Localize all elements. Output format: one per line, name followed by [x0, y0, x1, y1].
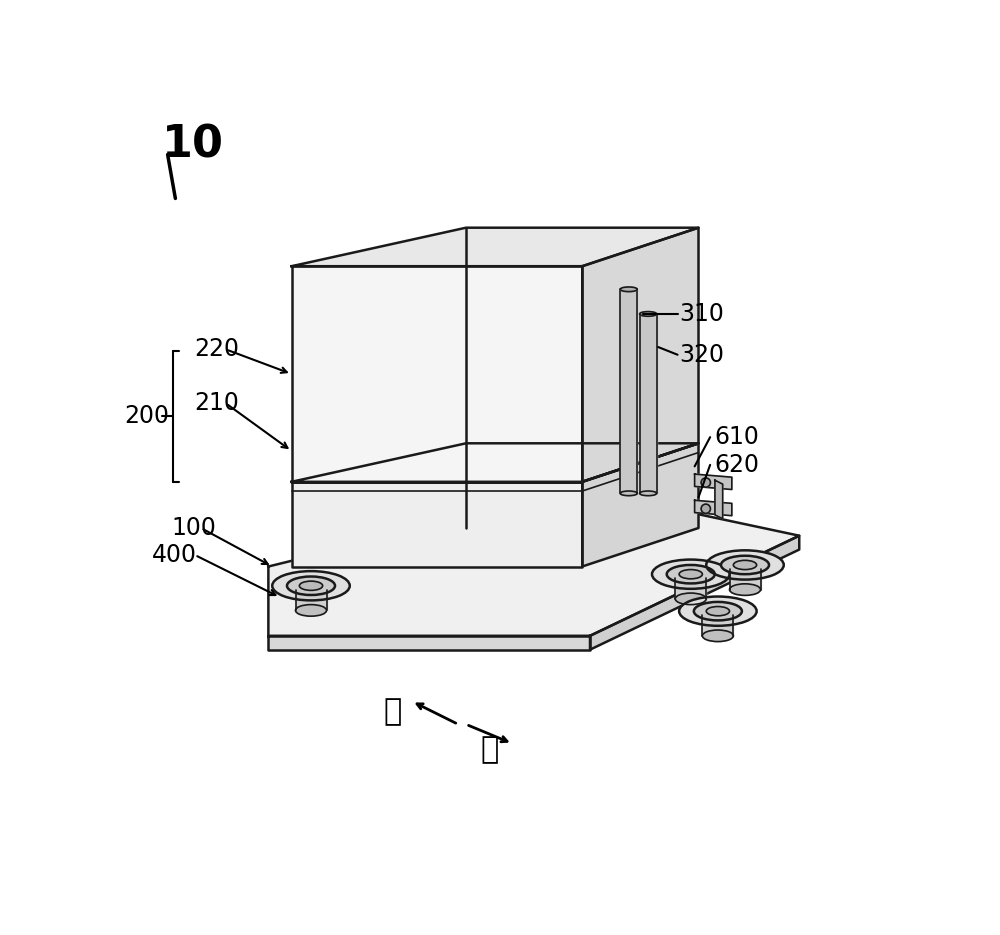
- Polygon shape: [695, 474, 732, 490]
- Ellipse shape: [706, 607, 730, 616]
- Ellipse shape: [272, 571, 350, 600]
- Polygon shape: [582, 228, 698, 482]
- Ellipse shape: [640, 311, 657, 316]
- Circle shape: [701, 478, 710, 487]
- Polygon shape: [695, 500, 732, 516]
- Polygon shape: [292, 482, 582, 567]
- Text: 100: 100: [172, 516, 216, 540]
- Polygon shape: [292, 228, 698, 266]
- Text: 610: 610: [714, 425, 759, 449]
- Ellipse shape: [730, 583, 761, 596]
- Text: 200: 200: [124, 404, 169, 428]
- Polygon shape: [715, 481, 723, 519]
- Polygon shape: [582, 443, 698, 567]
- Ellipse shape: [679, 597, 757, 626]
- Text: 210: 210: [195, 391, 240, 415]
- Ellipse shape: [287, 577, 335, 595]
- Polygon shape: [268, 636, 590, 650]
- Circle shape: [701, 504, 710, 513]
- Text: 220: 220: [195, 338, 240, 361]
- Ellipse shape: [679, 569, 702, 579]
- Ellipse shape: [667, 565, 715, 583]
- Polygon shape: [640, 314, 657, 494]
- Ellipse shape: [733, 560, 757, 569]
- Ellipse shape: [652, 559, 730, 589]
- Polygon shape: [590, 536, 799, 650]
- Text: 后: 后: [383, 697, 402, 726]
- Ellipse shape: [640, 491, 657, 496]
- Ellipse shape: [620, 287, 637, 292]
- Ellipse shape: [721, 555, 769, 574]
- Polygon shape: [296, 590, 326, 611]
- Ellipse shape: [694, 602, 742, 621]
- Ellipse shape: [706, 551, 784, 580]
- Ellipse shape: [620, 491, 637, 496]
- Ellipse shape: [702, 630, 733, 641]
- Ellipse shape: [675, 593, 706, 605]
- Polygon shape: [702, 615, 733, 636]
- Ellipse shape: [299, 582, 323, 590]
- Text: 320: 320: [679, 343, 724, 367]
- Text: 400: 400: [152, 543, 197, 567]
- Polygon shape: [268, 490, 799, 636]
- Polygon shape: [620, 289, 637, 494]
- Polygon shape: [292, 266, 582, 482]
- Polygon shape: [730, 568, 761, 590]
- Polygon shape: [675, 578, 706, 598]
- Text: 前: 前: [480, 735, 498, 764]
- Ellipse shape: [296, 605, 326, 616]
- Text: 310: 310: [679, 302, 724, 326]
- Text: 10: 10: [162, 123, 224, 166]
- Polygon shape: [292, 443, 698, 482]
- Text: 620: 620: [714, 453, 759, 477]
